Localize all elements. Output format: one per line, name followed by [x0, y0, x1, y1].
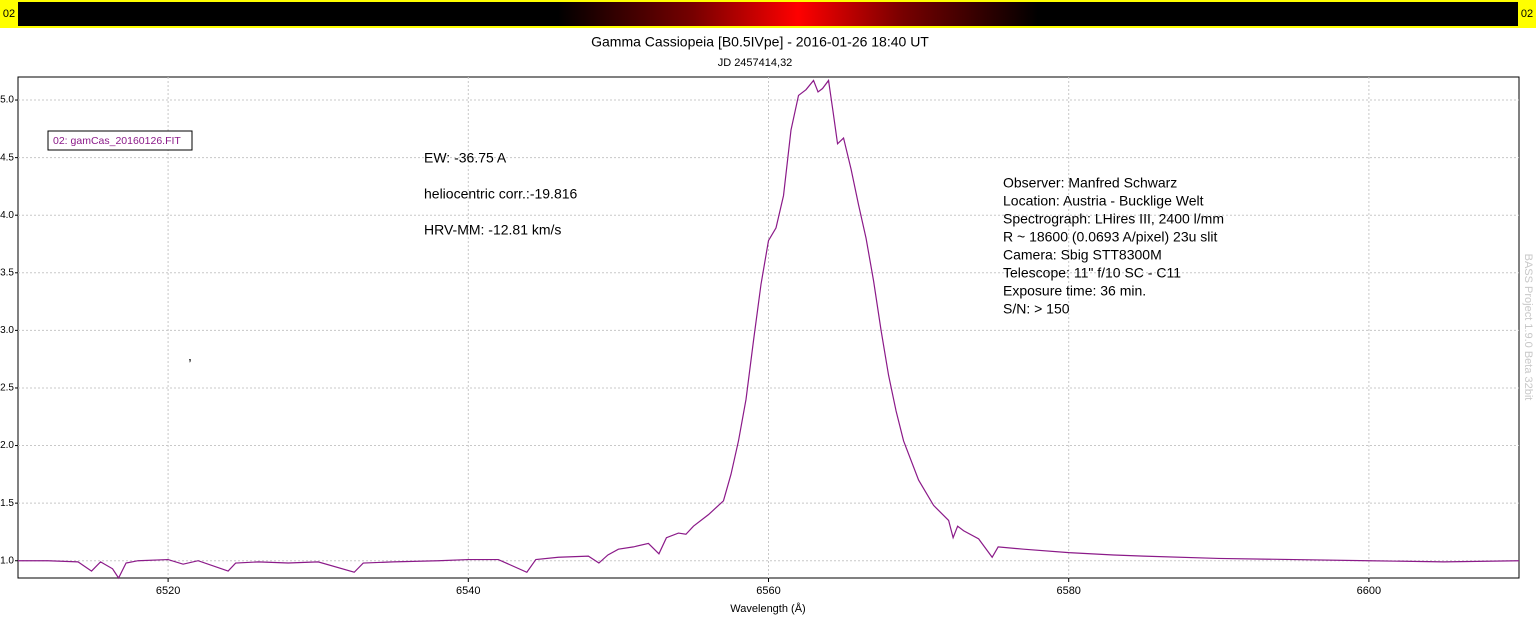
- spectrum-strip: [18, 2, 1518, 26]
- chart-subtitle: JD 2457414,32: [718, 57, 793, 69]
- y-tick-label: 1.5: [0, 498, 14, 509]
- x-tick-label: 6600: [1357, 585, 1381, 597]
- y-tick-label: 3.0: [0, 325, 14, 336]
- y-tick-label: 2.5: [0, 383, 14, 394]
- legend-entry: 02: gamCas_20160126.FIT: [53, 135, 181, 147]
- legend-box: [47, 130, 193, 151]
- chart-title: Gamma Cassiopeia [B0.5IVpe] - 2016-01-26…: [591, 34, 929, 50]
- strip-label: 02: [1521, 8, 1533, 20]
- watermark: BASS Project 1.9.0 Beta 32bit: [1522, 254, 1534, 401]
- info-line: R ~ 18600 (0.0693 A/pixel) 23u slit: [1003, 229, 1218, 245]
- annotation: ,: [188, 348, 192, 364]
- y-tick-label: 1.0: [0, 555, 14, 566]
- annotation: EW: -36.75 A: [424, 150, 507, 166]
- y-tick-label: 5.0: [0, 95, 14, 106]
- info-line: Exposure time: 36 min.: [1003, 283, 1146, 299]
- x-tick-label: 6520: [156, 585, 180, 597]
- info-line: Spectrograph: LHires III, 2400 l/mm: [1003, 211, 1224, 227]
- info-line: Camera: Sbig STT8300M: [1003, 247, 1162, 263]
- y-tick-label: 4.0: [0, 210, 14, 221]
- x-tick-label: 6560: [756, 585, 780, 597]
- y-tick-label: 3.5: [0, 267, 14, 278]
- x-tick-label: 6580: [1056, 585, 1080, 597]
- spectrum-line: [18, 78, 1520, 580]
- y-tick-label: 4.5: [0, 152, 14, 163]
- annotation: HRV-MM: -12.81 km/s: [424, 222, 561, 238]
- info-line: Location: Austria - Bucklige Welt: [1003, 193, 1204, 209]
- strip-label: 02: [3, 8, 15, 20]
- info-line: S/N: > 150: [1003, 301, 1070, 317]
- x-tick-label: 6540: [456, 585, 480, 597]
- annotation: heliocentric corr.:-19.816: [424, 186, 578, 202]
- y-tick-label: 2.0: [0, 440, 14, 451]
- x-axis-label: Wavelength (Å): [730, 602, 805, 615]
- info-line: Telescope: 11" f/10 SC - C11: [1003, 265, 1181, 281]
- info-line: Observer: Manfred Schwarz: [1003, 175, 1177, 191]
